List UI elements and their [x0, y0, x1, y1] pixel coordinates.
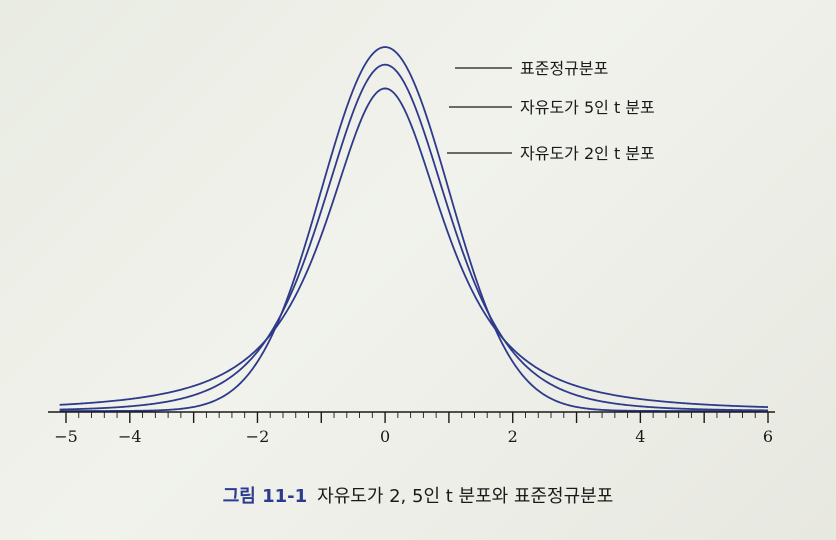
x-axis: −5 −4 −2 0 2 4 6: [48, 411, 775, 446]
legend-label-t-df5-curve: 자유도가 5인 t 분포: [520, 98, 655, 117]
caption-text: 자유도가 2, 5인 t 분포와 표준정규분포: [317, 486, 614, 507]
x-tick-label: −5: [54, 427, 78, 446]
legend-label-t-df2-curve: 자유도가 2인 t 분포: [520, 144, 655, 163]
x-tick-label: −2: [246, 427, 270, 446]
t-df5-curve: [59, 63, 769, 412]
standard-normal-curve: [59, 46, 768, 412]
legend-label-standard-normal-curve: 표준정규분포: [520, 59, 608, 78]
t-df2-curve: [59, 87, 769, 409]
figure-caption: 그림 11-1 자유도가 2, 5인 t 분포와 표준정규분포: [0, 482, 836, 508]
curves-group: [59, 46, 769, 412]
x-tick-label: 2: [508, 427, 518, 446]
x-tick-label: 0: [380, 427, 390, 446]
x-tick-label: 4: [635, 427, 645, 446]
x-tick-label: −4: [118, 427, 142, 446]
x-tick-label: 6: [763, 427, 773, 446]
figure-number: 그림 11-1: [222, 486, 308, 507]
